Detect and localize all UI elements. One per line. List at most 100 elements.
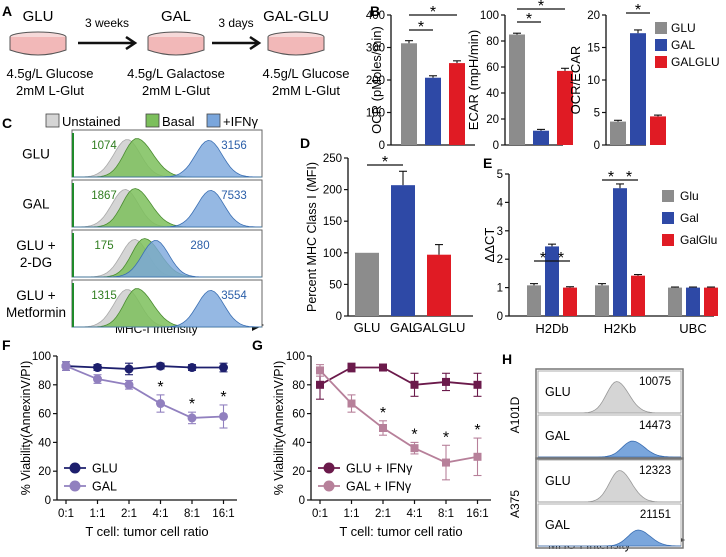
ifng-mfi-value: 3554 [221,290,247,302]
bar [704,287,718,316]
chart-viability-g: 0 20 40 60 80 100% Viability(AnnexinV/PI) 0:1 1… [272,351,491,539]
data-point [219,363,228,373]
cell-line-group: A375 GLU 12323 GAL 21151 [508,457,684,549]
significance-star: * [635,2,641,19]
dish-gal: GAL 4.5g/L Galactose 2mM L-Glut [127,8,225,98]
mfi-value: 10075 [639,376,671,388]
histogram-frame [537,414,682,458]
mfi-value: 21151 [640,509,671,521]
dish-glu: GLU 4.5g/L Glucose 2mM L-Glut [7,8,94,98]
bar [610,121,626,145]
panel-letter-d: D [300,135,310,151]
y-axis-title: ECAR (mpH/min) [466,30,481,130]
y-tick-label: 0 [493,140,499,152]
bar [427,254,451,316]
x-tick-label: 1:1 [344,508,360,520]
bar [355,252,379,316]
y-tick-label: 80 [486,36,499,48]
step-label: 3 weeks [85,16,129,30]
histogram-ifng [72,189,263,228]
histogram-ifng [72,240,262,278]
dish-title: GLU [23,8,54,25]
data-point [124,364,134,374]
x-tick-label: 4:1 [153,508,169,520]
chart-viability-f: 0 20 40 60 80 100% Viability(AnnexinV/PI) 0:1 1… [19,351,237,539]
row-label: GAL [22,197,50,212]
y-tick-label: 0 [594,140,600,152]
panel-letter-a: A [2,3,12,19]
panel-letter-b: B [370,3,380,19]
data-point [316,366,324,375]
bar [527,285,541,316]
series-line [65,365,224,419]
data-point [187,363,197,373]
significance-star: * [526,11,532,28]
bar [391,185,415,316]
legend-label: +IFNγ [223,114,259,129]
significance-star: * [558,250,564,267]
legend-swatch [662,212,674,224]
data-point [347,363,356,372]
y-tick-label: 0 [299,495,305,507]
legend-swatch [655,22,667,34]
x-tick-label: 8:1 [184,508,200,520]
series-line [65,365,224,370]
significance-star: * [382,154,388,171]
mfi-value: 14473 [639,420,671,432]
group-frame [535,368,684,460]
row-label: Metformin [6,305,66,320]
histogram-ifng [72,139,262,178]
row-label: GAL [545,518,570,532]
legend-label: Gal [680,211,699,225]
row-label: GLU [545,474,571,488]
significance-star: * [538,0,544,15]
y-tick-label: 60 [38,409,51,421]
y-tick-label: 0 [379,140,385,152]
y-tick-label: 20 [292,466,305,478]
legend-swatch [655,39,667,51]
cell-line-label: A101D [508,396,522,433]
data-point [410,380,419,389]
y-tick-label: 100 [366,108,385,120]
x-tick-label: 1:1 [90,508,106,520]
step-label: 3 days [218,16,253,30]
panel-letter-f: F [2,337,11,353]
legend-label: Basal [162,114,195,129]
bar [557,70,573,145]
cell-line-group: A101D GLU 10075 GAL 14473 [508,368,684,460]
x-tick-label: GAL [390,320,416,335]
panel-c: Unstained Basal +IFNγ MHC-I Intensity GL… [6,113,264,336]
dish-body [147,37,205,56]
y-tick-label: 10 [587,75,600,87]
y-tick-label: 60 [486,62,499,74]
histogram-row: GLU + Metformin 1315 3554 [6,279,263,328]
significance-star: * [608,169,614,186]
panel-letter-e: E [483,155,492,171]
panel-a: GLU 4.5g/L Glucose 2mM L-Glut GAL 4.5g/L… [7,8,350,98]
x-axis-title: T cell: tumor cell ratio [339,524,462,539]
basal-mfi-value: 175 [94,240,113,252]
y-tick-label: 5 [497,169,503,181]
panel-letter-h: H [502,351,512,367]
significance-star: * [626,169,632,186]
legend-label: GALGLU [671,55,720,69]
data-point [473,452,482,461]
legend-swatch [655,56,667,68]
x-tick-label: GALGLU [413,320,466,335]
series-line [319,366,478,386]
dish-body [9,37,67,56]
legend-label: GLU [671,21,696,35]
dish-title: GAL-GLU [263,8,329,25]
row-label: GLU + [16,288,56,303]
y-tick-label: 200 [366,75,385,87]
bar [595,285,609,316]
y-tick-label: 5 [594,108,600,120]
chart-ocr-ecar: 0 5 10 15 20 OCR/ECAR * GLU GAL GALGLU [568,2,720,152]
significance-star: * [411,426,417,443]
y-axis-title: % Viability(AnnexinV/PI) [272,361,286,496]
y-axis-title: ΔΔCT [482,228,497,263]
y-tick-label: 150 [323,216,342,228]
x-tick-label: GLU [354,320,381,335]
histogram-peak [538,381,681,414]
x-tick-label: 8:1 [438,508,454,520]
